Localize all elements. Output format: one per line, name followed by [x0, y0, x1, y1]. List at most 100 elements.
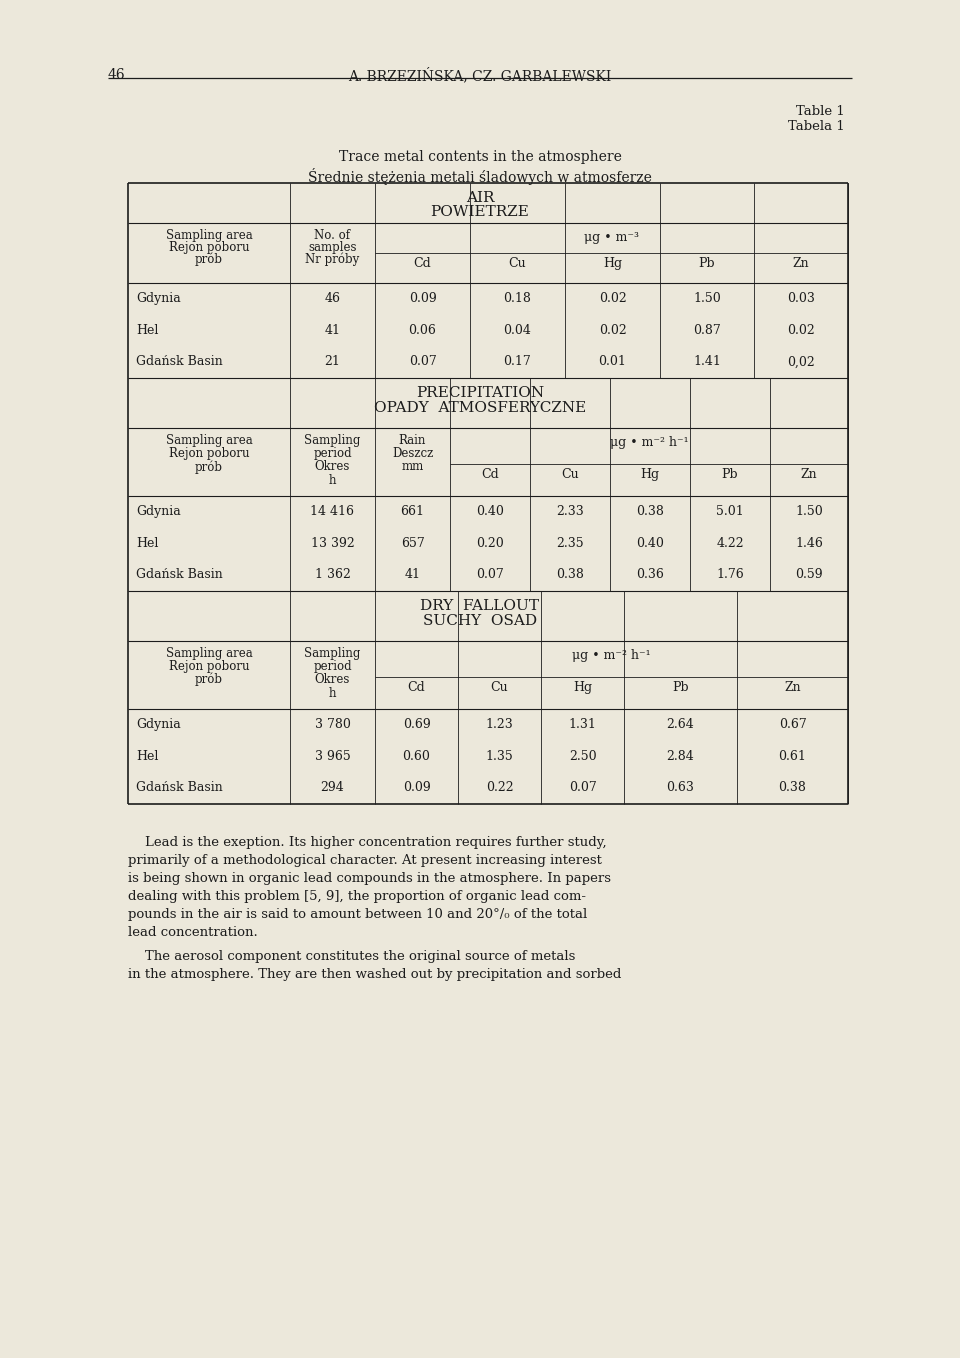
Text: Pb: Pb — [722, 469, 738, 481]
Text: Rejon poboru: Rejon poboru — [169, 447, 250, 460]
Text: Zn: Zn — [793, 257, 809, 270]
Text: 1.35: 1.35 — [486, 750, 514, 763]
Text: Gdynia: Gdynia — [136, 718, 180, 731]
Text: prób: prób — [195, 253, 223, 266]
Text: period: period — [313, 447, 351, 460]
Text: Hg: Hg — [640, 469, 660, 481]
Text: μg • m⁻² h⁻¹: μg • m⁻² h⁻¹ — [610, 436, 688, 449]
Text: 1 362: 1 362 — [315, 569, 350, 581]
Text: primarily of a methodological character. At present increasing interest: primarily of a methodological character.… — [128, 854, 602, 866]
Text: Gdańsk Basin: Gdańsk Basin — [136, 781, 223, 794]
Text: 0.02: 0.02 — [599, 292, 626, 306]
Text: μg • m⁻² h⁻¹: μg • m⁻² h⁻¹ — [572, 649, 651, 661]
Text: Rain: Rain — [398, 435, 426, 447]
Text: 1.31: 1.31 — [568, 718, 596, 731]
Text: 0.67: 0.67 — [779, 718, 806, 731]
Text: 1.41: 1.41 — [693, 356, 721, 368]
Text: 2.33: 2.33 — [556, 505, 584, 517]
Text: 0.20: 0.20 — [476, 536, 504, 550]
Text: 0.02: 0.02 — [787, 323, 815, 337]
Text: h: h — [328, 474, 336, 488]
Text: Cu: Cu — [509, 257, 526, 270]
Text: Sampling area: Sampling area — [166, 435, 252, 447]
Text: Hg: Hg — [573, 680, 592, 694]
Text: 0.09: 0.09 — [409, 292, 437, 306]
Text: 3 965: 3 965 — [315, 750, 350, 763]
Text: 0.07: 0.07 — [476, 569, 504, 581]
Text: 0.87: 0.87 — [693, 323, 721, 337]
Text: A. BRZEZIŃSKA, CZ. GARBALEWSKI: A. BRZEZIŃSKA, CZ. GARBALEWSKI — [348, 68, 612, 84]
Text: Deszcz: Deszcz — [392, 447, 433, 460]
Text: 0.01: 0.01 — [599, 356, 627, 368]
Text: 0.59: 0.59 — [795, 569, 823, 581]
Text: 0.09: 0.09 — [402, 781, 430, 794]
Text: 0.36: 0.36 — [636, 569, 664, 581]
Text: Hel: Hel — [136, 750, 158, 763]
Text: 2.84: 2.84 — [666, 750, 694, 763]
Text: 294: 294 — [321, 781, 345, 794]
Text: 46: 46 — [324, 292, 341, 306]
Text: Hel: Hel — [136, 323, 158, 337]
Text: 0.60: 0.60 — [402, 750, 430, 763]
Text: Okres: Okres — [315, 460, 350, 473]
Text: 0.06: 0.06 — [409, 323, 437, 337]
Text: Sampling: Sampling — [304, 435, 361, 447]
Text: 0.40: 0.40 — [636, 536, 664, 550]
Text: samples: samples — [308, 240, 357, 254]
Text: 3 780: 3 780 — [315, 718, 350, 731]
Text: 0.03: 0.03 — [787, 292, 815, 306]
Text: dealing with this problem [5, 9], the proportion of organic lead com-: dealing with this problem [5, 9], the pr… — [128, 889, 586, 903]
Text: 41: 41 — [324, 323, 341, 337]
Text: lead concentration.: lead concentration. — [128, 926, 257, 938]
Text: Pb: Pb — [672, 680, 689, 694]
Text: 14 416: 14 416 — [310, 505, 354, 517]
Text: Tabela 1: Tabela 1 — [788, 120, 845, 133]
Text: POWIETRZE: POWIETRZE — [431, 205, 529, 219]
Text: prób: prób — [195, 674, 223, 687]
Text: 0.38: 0.38 — [779, 781, 806, 794]
Text: 2.35: 2.35 — [556, 536, 584, 550]
Text: 0.18: 0.18 — [504, 292, 532, 306]
Text: Cu: Cu — [491, 680, 508, 694]
Text: DRY  FALLOUT: DRY FALLOUT — [420, 599, 540, 612]
Text: Rejon poboru: Rejon poboru — [169, 660, 250, 674]
Text: μg • m⁻³: μg • m⁻³ — [584, 231, 639, 244]
Text: 0.38: 0.38 — [556, 569, 584, 581]
Text: 0.61: 0.61 — [779, 750, 806, 763]
Text: Trace metal contents in the atmosphere: Trace metal contents in the atmosphere — [339, 149, 621, 164]
Text: Pb: Pb — [699, 257, 715, 270]
Text: 0.63: 0.63 — [666, 781, 694, 794]
Text: 0.02: 0.02 — [599, 323, 626, 337]
Text: period: period — [313, 660, 351, 674]
Text: 0.38: 0.38 — [636, 505, 664, 517]
Text: Średnie stężenia metali śladowych w atmosferze: Średnie stężenia metali śladowych w atmo… — [308, 168, 652, 185]
Text: Hel: Hel — [136, 536, 158, 550]
Text: 1.23: 1.23 — [486, 718, 514, 731]
Text: Rejon poboru: Rejon poboru — [169, 240, 250, 254]
Text: Gdynia: Gdynia — [136, 505, 180, 517]
Text: 657: 657 — [400, 536, 424, 550]
Text: Gdańsk Basin: Gdańsk Basin — [136, 569, 223, 581]
Text: 1.50: 1.50 — [693, 292, 721, 306]
Text: 0,02: 0,02 — [787, 356, 815, 368]
Text: Gdańsk Basin: Gdańsk Basin — [136, 356, 223, 368]
Text: 1.50: 1.50 — [795, 505, 823, 517]
Text: Cu: Cu — [562, 469, 579, 481]
Text: Sampling: Sampling — [304, 646, 361, 660]
Text: mm: mm — [401, 460, 423, 473]
Text: Okres: Okres — [315, 674, 350, 686]
Text: OPADY  ATMOSFERYCZNE: OPADY ATMOSFERYCZNE — [373, 401, 587, 416]
Text: 2.50: 2.50 — [568, 750, 596, 763]
Text: 0.17: 0.17 — [504, 356, 532, 368]
Text: 2.64: 2.64 — [666, 718, 694, 731]
Text: 5.01: 5.01 — [716, 505, 744, 517]
Text: Hg: Hg — [603, 257, 622, 270]
Text: Zn: Zn — [784, 680, 801, 694]
Text: Cd: Cd — [481, 469, 499, 481]
Text: 13 392: 13 392 — [311, 536, 354, 550]
Text: 0.07: 0.07 — [409, 356, 437, 368]
Text: Zn: Zn — [801, 469, 817, 481]
Text: pounds in the air is said to amount between 10 and 20°/₀ of the total: pounds in the air is said to amount betw… — [128, 909, 588, 921]
Text: 0.22: 0.22 — [486, 781, 514, 794]
Text: prób: prób — [195, 460, 223, 474]
